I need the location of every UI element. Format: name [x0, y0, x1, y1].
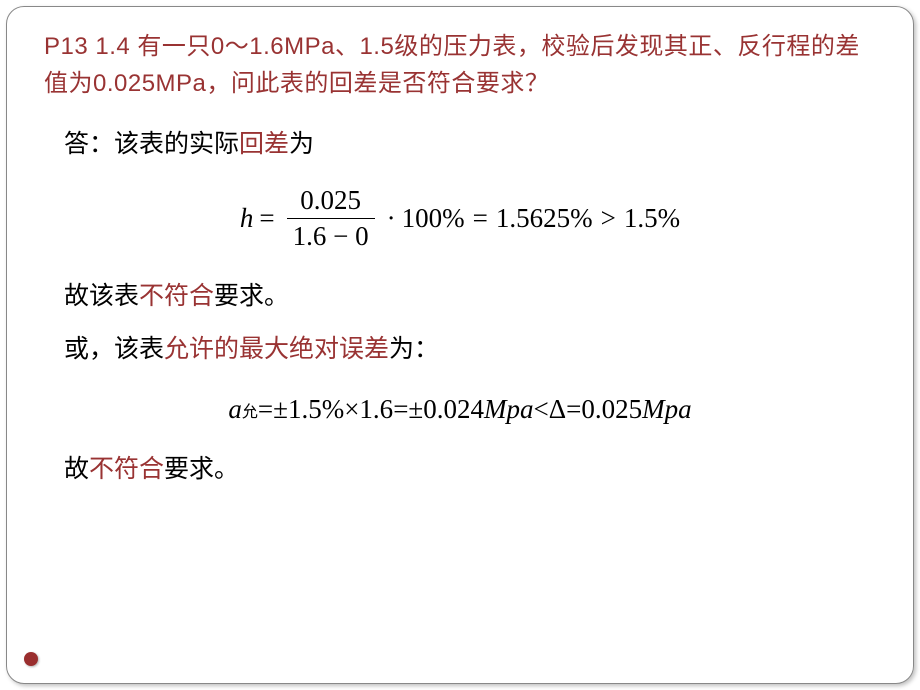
f1-den: 1.6 − 0 [287, 218, 375, 252]
answer-line-4: 故不符合要求。 [64, 447, 876, 492]
answer-line-2: 故该表不符合要求。 [64, 274, 876, 319]
f1-gt: > [601, 203, 616, 234]
f2-unit2: Mpa [642, 394, 692, 425]
answer1-highlight: 回差 [239, 131, 289, 158]
f1-eq1: = [259, 203, 274, 234]
question-text: P13 1.4 有一只0～1.6MPa、1.5级的压力表，校验后发现其正、反行程… [44, 28, 876, 102]
answer4-highlight: 不符合 [89, 456, 164, 483]
f2-val2: 0.025 [581, 394, 642, 425]
f2-eq3: = [566, 394, 581, 425]
formula-1: h = 0.025 1.6 − 0 · 100% = 1.5625% > 1.5… [44, 185, 876, 252]
f1-lhs: h [240, 203, 254, 234]
f2-lt: < [534, 394, 549, 425]
answer3-highlight: 允许的最大绝对误差 [164, 336, 389, 363]
answer4-prefix: 故 [64, 456, 89, 483]
answer2-suffix: 要求。 [214, 283, 289, 310]
slide-container: P13 1.4 有一只0～1.6MPa、1.5级的压力表，校验后发现其正、反行程… [0, 0, 920, 690]
f2-pm2: ±0.024 [408, 394, 484, 425]
f2-asub: 允 [242, 398, 258, 422]
f2-eq2: = [393, 394, 408, 425]
formula-2: a允 = ±1.5%×1.6 = ±0.024 Mpa < Δ = 0.025 … [44, 394, 876, 425]
f1-dot: · [387, 203, 396, 234]
answer1-prefix: 答：该表的实际 [64, 131, 239, 158]
answer-line-3: 或，该表允许的最大绝对误差为： [64, 327, 876, 372]
f2-a: a [228, 394, 242, 425]
f1-fraction: 0.025 1.6 − 0 [287, 185, 375, 252]
f1-num: 0.025 [294, 185, 367, 218]
f2-pm1: ±1.5%×1.6 [273, 394, 393, 425]
f1-hundred: 100% [402, 203, 465, 234]
f2-unit1: Mpa [484, 394, 534, 425]
answer4-suffix: 要求。 [164, 456, 239, 483]
answer-line-1: 答：该表的实际回差为 [64, 122, 876, 167]
f1-eq2: = [473, 203, 488, 234]
f2-delta: Δ [549, 394, 566, 425]
answer3-suffix: 为： [389, 336, 439, 363]
f2-eq1: = [258, 394, 273, 425]
f1-val: 1.5625% [496, 203, 593, 234]
answer3-prefix: 或，该表 [64, 336, 164, 363]
answer2-highlight: 不符合 [139, 283, 214, 310]
answer2-prefix: 故该表 [64, 283, 139, 310]
slide-bullet-icon [24, 652, 38, 666]
f1-rhs: 1.5% [624, 203, 680, 234]
answer1-suffix: 为 [289, 131, 314, 158]
